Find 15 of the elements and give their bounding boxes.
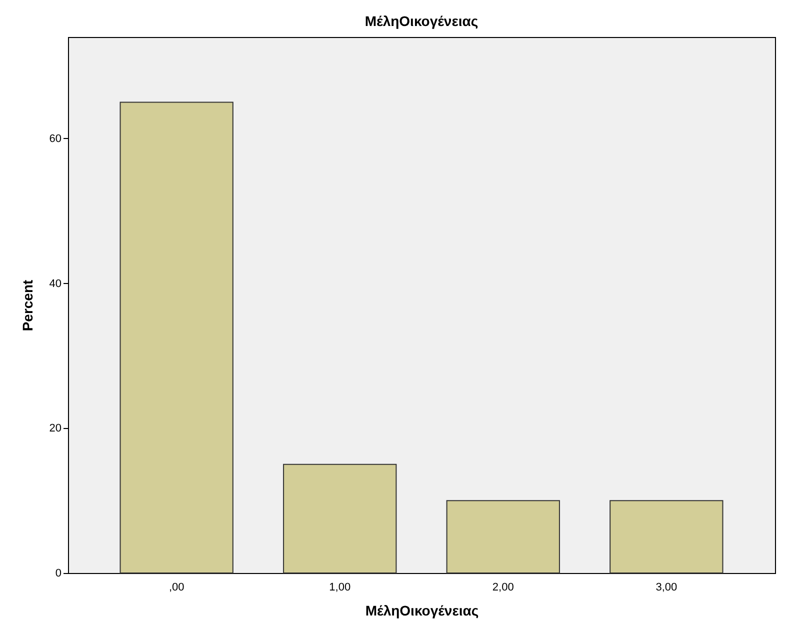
bar [120, 102, 234, 574]
bar [283, 464, 397, 574]
x-tick-label: ,00 [168, 582, 184, 594]
chart-title: ΜέληΟικογένειας [364, 13, 478, 29]
bar [610, 500, 724, 574]
x-axis-title: ΜέληΟικογένειας [365, 602, 479, 618]
bar [446, 500, 560, 574]
y-tick-label: 40 [49, 278, 62, 290]
y-tick-label: 0 [55, 568, 62, 580]
y-tick-label: 60 [49, 132, 62, 145]
y-axis-title: Percent [19, 279, 36, 332]
x-tick-label: 2,00 [492, 582, 514, 594]
y-tick-label: 20 [49, 422, 62, 435]
x-tick-label: 3,00 [656, 582, 678, 594]
x-tick-label: 1,00 [329, 582, 351, 594]
